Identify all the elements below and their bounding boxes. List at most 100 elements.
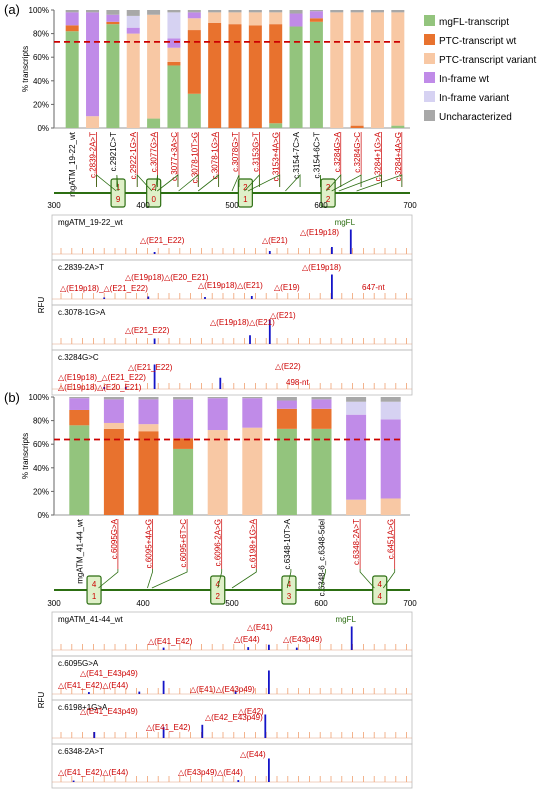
category-label: c.3153+4A>G xyxy=(272,132,281,181)
peak-annotation: △(E41_E43p49) xyxy=(80,669,138,678)
peak-annotation: △(E21_E22) xyxy=(125,326,170,335)
connector-line xyxy=(338,174,382,192)
y-tick-label: 40% xyxy=(33,77,49,86)
exon-box xyxy=(110,178,126,208)
peak-annotation: △(E41) xyxy=(247,623,273,632)
bar-segment-ptc_wt xyxy=(269,24,283,124)
y-tick-label: 0% xyxy=(37,511,49,520)
legend-swatch-inframe_wt xyxy=(424,72,435,83)
connector-line xyxy=(151,569,188,589)
bar-segment-uncharacterized xyxy=(103,397,124,400)
peak-annotation: △(E19) xyxy=(274,283,300,292)
y-tick-label: 80% xyxy=(33,30,49,39)
legend: mgFL-transcript PTC-transcript wt PTC-tran… xyxy=(424,15,536,123)
exon-number: 2 xyxy=(326,183,331,192)
peak-annotation: 647-nt xyxy=(362,283,385,292)
peak-annotation: △(E43p49)△(E44) xyxy=(178,768,243,777)
bar-segment-mgfl xyxy=(187,93,201,128)
bar-segment-inframe_wt xyxy=(207,398,228,431)
y-tick-label: 80% xyxy=(33,417,49,426)
category-label: c.6348-2A>T xyxy=(352,519,361,565)
trace-name: mgATM_19-22_wt xyxy=(58,218,124,227)
bar-segment-mgfl xyxy=(69,425,90,515)
bar-segment-uncharacterized xyxy=(167,10,181,13)
bar-segment-uncharacterized xyxy=(309,10,323,12)
peak-annotation: △(E22) xyxy=(275,362,301,371)
trace-frame xyxy=(51,349,413,396)
connector-line xyxy=(231,174,240,192)
bar-segment-ptc_variant xyxy=(167,47,181,62)
peak-annotation: △(E44) xyxy=(240,750,266,759)
peak-annotation: △(E21) xyxy=(270,311,296,320)
bar-segment-uncharacterized xyxy=(311,397,332,400)
exon-box xyxy=(210,575,226,605)
scale-tick-label: 300 xyxy=(47,201,61,210)
bar-segment-uncharacterized xyxy=(228,10,242,13)
category-label: c.3284G>C xyxy=(353,132,362,173)
peak-annotation: △(E19p18)△(E20_E21) xyxy=(58,383,142,392)
y-tick-label: 100% xyxy=(29,6,49,15)
bar-segment-inframe_wt xyxy=(69,398,90,410)
bar-segment-uncharacterized xyxy=(289,10,303,14)
connector-line xyxy=(244,173,260,192)
peak-annotation: △(E19p18) xyxy=(300,228,339,237)
exon-number: 4 xyxy=(216,580,221,589)
category-label: c.3284G>A xyxy=(333,131,342,172)
bar-segment-ptc_variant xyxy=(207,430,228,515)
panel-a-label: (a) xyxy=(4,2,20,17)
scale-tick-label: 500 xyxy=(225,201,239,210)
scale-tick-label: 600 xyxy=(314,599,328,608)
legend-swatch-ptc_wt xyxy=(424,34,435,45)
peak-annotation: △(E21) xyxy=(262,236,288,245)
bar-segment-inframe_variant xyxy=(346,401,367,415)
bar-segment-ptc_wt xyxy=(65,25,79,32)
bar-segment-ptc_wt xyxy=(309,18,323,22)
scale-tick-label: 700 xyxy=(403,599,417,608)
bar-segment-ptc_variant xyxy=(242,427,263,515)
panel-b-barchart: 0% 20% 40% 60% 80% 100% % transcripts mgATM_41-… xyxy=(21,393,417,608)
legend-swatch-mgfl xyxy=(424,15,435,26)
panel-b-label: (b) xyxy=(4,390,20,405)
bar-segment-mgfl xyxy=(147,118,161,128)
bar-segment-ptc_wt xyxy=(69,409,90,426)
bar-segment-uncharacterized xyxy=(187,10,201,13)
exon-box xyxy=(320,178,336,208)
bar-segment-inframe_variant xyxy=(380,401,401,420)
bar-segment-mgfl xyxy=(106,24,120,128)
bar-segment-uncharacterized xyxy=(242,397,263,399)
trace-frame xyxy=(51,304,413,351)
trace-name: c.6095G>A xyxy=(58,659,99,668)
peak-annotation: △(E19p18)△(E21) xyxy=(210,318,275,327)
connector-line xyxy=(247,174,281,192)
legend-swatch-ptc_variant xyxy=(424,53,435,64)
bar-segment-uncharacterized xyxy=(370,10,384,13)
bar-segment-ptc_wt xyxy=(187,30,201,94)
bar-segment-mgfl xyxy=(65,31,79,129)
category-label: c.6198+1G>A xyxy=(248,518,257,568)
y-tick-label: 20% xyxy=(33,487,49,496)
bar-segment-uncharacterized xyxy=(126,10,140,16)
connector-line xyxy=(178,174,199,192)
bar-segment-inframe_wt xyxy=(187,12,201,19)
bar-segment-mgfl xyxy=(276,428,297,515)
legend-swatch-uncharacterized xyxy=(424,110,435,121)
bar-segment-mgfl xyxy=(167,65,181,128)
bar-segment-ptc_wt xyxy=(106,21,120,25)
category-label: c.6095+4A>G xyxy=(145,519,154,568)
bar-segment-ptc_variant xyxy=(126,33,140,128)
peak-annotation: △(E21_E22) xyxy=(140,236,185,245)
y-tick-label: 100% xyxy=(29,393,49,402)
bar-segment-uncharacterized xyxy=(391,10,405,13)
peak-annotation: △(E41_E43p49) xyxy=(80,707,138,716)
y-tick-label: 60% xyxy=(33,440,49,449)
bar-segment-ptc_variant xyxy=(187,18,201,31)
legend-label-ptc_wt: PTC-transcript wt xyxy=(439,36,516,47)
bar-segment-mgfl xyxy=(269,123,283,128)
bar-segment-ptc_wt xyxy=(208,22,222,129)
bar-segment-inframe_wt xyxy=(346,414,367,500)
bar-segment-ptc_variant xyxy=(380,498,401,515)
trace-name: c.3078-1G>A xyxy=(58,308,106,317)
category-label: c.2922-1G>A xyxy=(129,131,138,179)
bar-segment-ptc_wt xyxy=(103,428,124,515)
